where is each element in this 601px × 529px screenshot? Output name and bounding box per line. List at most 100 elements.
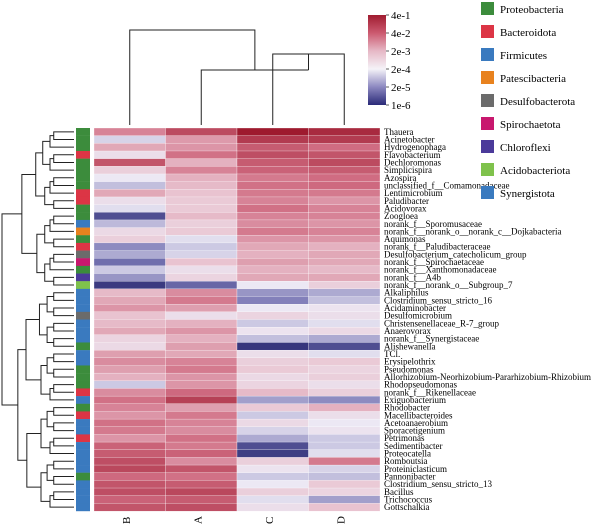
dendrogram-branch — [46, 464, 54, 481]
heatmap-cell — [93, 327, 166, 336]
heatmap-cell — [93, 135, 166, 144]
dendrogram-branch — [35, 152, 45, 197]
heatmap-cell — [236, 418, 309, 428]
heatmap-cell — [308, 457, 381, 466]
row-label: norank_f__Paludibacteraceae — [384, 242, 490, 252]
phylum-cell — [76, 296, 90, 305]
heatmap-cell — [236, 265, 309, 274]
phylum-cell — [76, 150, 90, 159]
heatmap-cell — [236, 464, 309, 474]
heatmap-cell — [308, 388, 381, 397]
phylum-legend: Proteobacteria Bacteroidota Firmicutes Pate… — [481, 2, 575, 200]
dendrogram-branch — [40, 472, 50, 502]
phylum-cell — [76, 304, 90, 313]
row-label: Zoogloea — [384, 211, 418, 221]
heatmap-cell — [165, 357, 238, 366]
heatmap-cell — [308, 135, 381, 144]
heatmap-cell — [236, 441, 309, 451]
heatmap-cell — [236, 227, 309, 236]
dendrogram-branch — [44, 263, 54, 282]
phylum-cell — [76, 242, 90, 251]
heatmap-cell — [308, 273, 381, 282]
legend-swatch — [481, 48, 494, 61]
row-label: Alishewanella — [384, 341, 435, 351]
row-label: Proteiniclasticum — [384, 464, 447, 474]
phylum-cell — [76, 457, 90, 466]
dendrogram-branch — [53, 154, 74, 163]
row-label: Proteocatella — [384, 449, 431, 459]
heatmap-cell — [236, 304, 309, 313]
legend-swatch — [481, 186, 494, 199]
heatmap-cell — [165, 487, 238, 497]
heatmap-cell — [165, 327, 238, 336]
phylum-cell — [76, 334, 90, 343]
heatmap-cell — [236, 380, 309, 389]
heatmap-cell — [165, 135, 238, 144]
row-label: Rhodopseudomonas — [384, 380, 457, 390]
row-label: norank_f__norank_o__norank_c__Dojkabacte… — [384, 226, 561, 236]
row-label: norank_f__Spirochaetaceae — [384, 257, 484, 267]
heatmap-cell — [308, 296, 381, 305]
phylum-cell — [76, 495, 90, 504]
heatmap-cell — [93, 288, 166, 297]
heatmap-cell — [236, 411, 309, 420]
legend-swatch — [481, 94, 494, 107]
heatmap-cell — [308, 143, 381, 152]
row-label: Trichococcus — [384, 495, 433, 505]
heatmap-cell — [165, 296, 238, 305]
phylum-cell — [76, 480, 90, 489]
heatmap-cell — [93, 472, 166, 481]
colorbar-tick-label: 1e-6 — [391, 100, 411, 112]
phylum-cell — [76, 204, 90, 213]
heatmap-cell — [93, 265, 166, 274]
heatmap-cell — [165, 204, 238, 213]
row-label: Paludibacter — [384, 196, 429, 206]
dendrogram-branch — [200, 69, 309, 125]
row-label: unclassified_f__Comamonadaceae — [384, 180, 509, 190]
heatmap-cell — [308, 441, 381, 451]
heatmap-cell — [236, 150, 309, 159]
heatmap-cell — [308, 365, 381, 374]
heatmap-cell — [165, 449, 238, 458]
row-label: Hydrogenophaga — [384, 142, 446, 152]
heatmap-cell — [93, 480, 166, 489]
row-label: Acidaminobacter — [384, 303, 446, 313]
heatmap-cell — [93, 372, 166, 382]
row-label: Macellibacteroides — [384, 410, 453, 420]
dendrogram-branch — [53, 437, 74, 447]
heatmap-cell — [93, 181, 166, 190]
heatmap-cell — [165, 304, 238, 313]
phylum-annotation-bar — [76, 128, 90, 512]
heatmap-cell — [165, 334, 238, 343]
column-label: C — [264, 517, 276, 524]
row-label: norank_f__Rikenellaceae — [384, 387, 476, 397]
heatmap-cell — [236, 281, 309, 290]
heatmap-cell — [165, 418, 238, 428]
dendrogram-branch — [25, 319, 41, 381]
heatmap-cell — [236, 166, 309, 175]
heatmap-cell — [93, 418, 166, 428]
heatmap-cell — [93, 235, 166, 244]
heatmap-cell — [308, 342, 381, 351]
phylum-cell — [76, 250, 90, 259]
row-label: Clostridium_sensu_stricto_13 — [384, 479, 493, 489]
heatmap-cell — [93, 127, 166, 137]
dendrogram-branch — [53, 368, 74, 378]
heatmap-cell — [236, 487, 309, 497]
heatmap-cell — [165, 372, 238, 382]
heatmap-cell — [308, 464, 381, 474]
heatmap-cell — [236, 403, 309, 412]
dendrogram-branch — [53, 491, 74, 501]
dendrogram-branch — [53, 338, 74, 347]
heatmap-cell — [93, 449, 166, 458]
legend-label: Desulfobacterota — [500, 96, 575, 108]
row-label: Christensenellaceae_R-7_group — [384, 318, 499, 328]
phylum-cell — [76, 311, 90, 320]
heatmap-cell — [165, 495, 238, 504]
legend-label: Firmicutes — [500, 50, 547, 62]
dendrogram-branch — [53, 253, 74, 263]
phylum-cell — [76, 166, 90, 175]
phylum-cell — [76, 212, 90, 221]
heatmap-cell — [308, 250, 381, 259]
